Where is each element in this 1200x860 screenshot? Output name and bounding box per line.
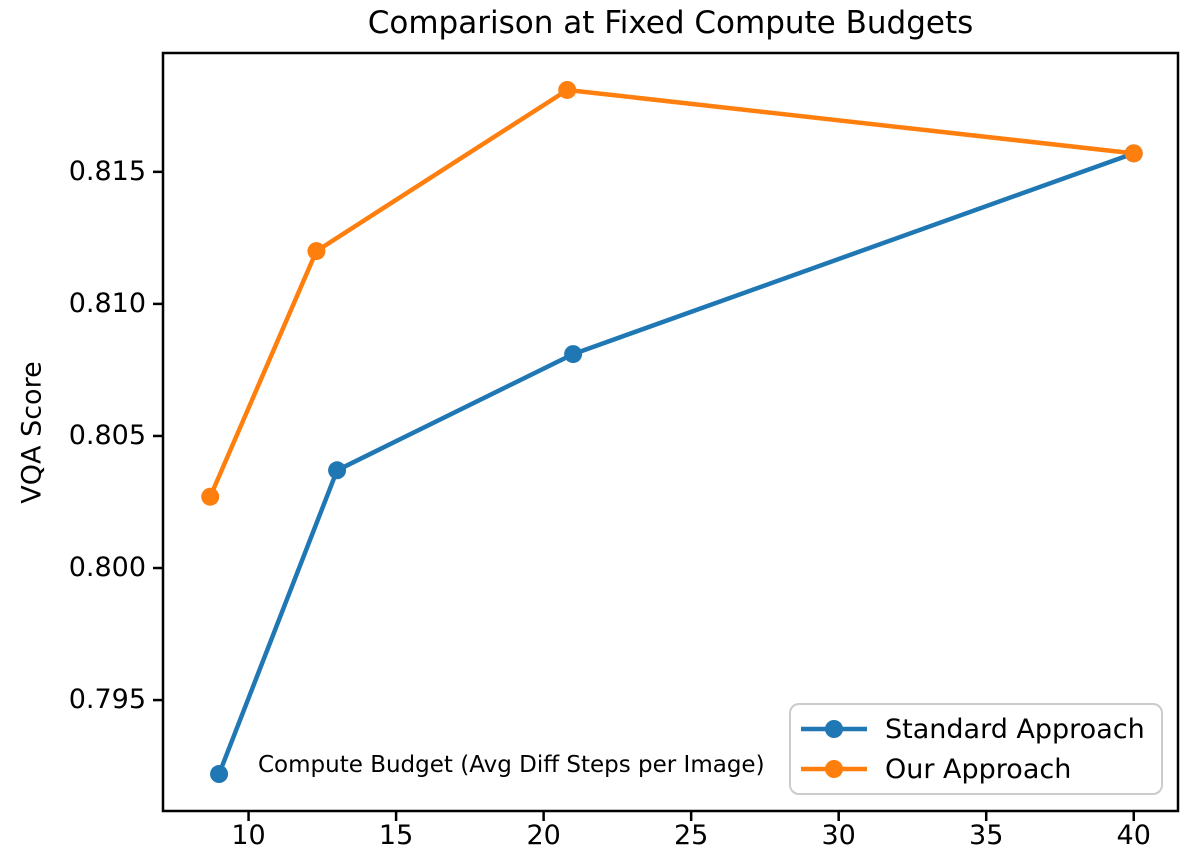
legend-line-sample [801,720,867,738]
data-point-our-approach [1124,144,1143,163]
data-point-our-approach [307,242,326,261]
y-tick-label: 0.795 [68,684,146,716]
legend-label: Our Approach [885,753,1072,785]
x-tick-label: 35 [969,820,1004,851]
legend-label: Standard Approach [885,713,1145,745]
data-point-standard-approach [328,461,347,480]
legend-sample-marker [825,760,843,778]
y-tick-label: 0.815 [68,155,146,187]
y-tick-label: 0.810 [68,287,146,319]
x-tick-label: 40 [1116,820,1151,851]
data-point-our-approach [558,80,577,99]
y-tick-label: 0.805 [68,419,146,451]
data-point-our-approach [201,487,220,506]
y-tick-label: 0.800 [68,552,146,584]
x-tick-label: 20 [526,820,561,851]
legend-line-sample [801,760,867,778]
chart-title: Comparison at Fixed Compute Budgets [367,5,974,41]
legend: Standard Approach Our Approach [789,703,1163,795]
x-tick-label: 15 [378,820,414,851]
legend-entry-our-approach: Our Approach [797,749,1155,789]
legend-sample-marker [825,720,843,738]
data-point-standard-approach [564,345,583,364]
x-tick-label: 30 [821,820,856,851]
x-tick-label: 25 [673,820,709,851]
series-line-our-approach [207,87,1136,499]
plot-border [161,51,1180,813]
series-line-standard-approach [216,151,1136,777]
x-axis-label-annotation: Compute Budget (Avg Diff Steps per Image… [258,752,765,778]
legend-entry-standard-approach: Standard Approach [797,709,1155,749]
data-point-standard-approach [210,765,229,784]
x-tick-label: 10 [231,820,266,851]
